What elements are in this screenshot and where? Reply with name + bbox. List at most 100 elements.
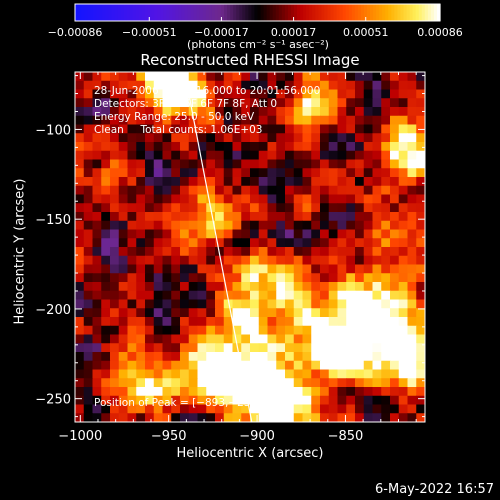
colorbar-segment [123, 4, 128, 21]
y-tick-label: −100 [35, 123, 71, 138]
colorbar-segment [193, 4, 198, 21]
colorbar-segment [272, 4, 277, 21]
colorbar-segment [251, 4, 256, 21]
colorbar-segment [294, 4, 298, 21]
colorbar-segment [275, 4, 280, 21]
colorbar-segment [427, 4, 432, 21]
colorbar-segment [105, 4, 110, 21]
colorbar-segment [278, 4, 283, 21]
colorbar-segment [436, 4, 441, 21]
x-tick-label: −900 [239, 429, 275, 444]
colorbar-segment [78, 4, 82, 21]
x-axis-label: Heliocentric X (arcsec) [176, 446, 324, 461]
colorbar-segment [151, 4, 155, 21]
colorbar-segment [345, 4, 350, 21]
colorbar-segment [187, 4, 192, 21]
colorbar-segment [154, 4, 158, 21]
colorbar-segment [324, 4, 329, 21]
colorbar-segment [132, 4, 137, 21]
y-axis-label: Heliocentric Y (arcsec) [12, 178, 28, 325]
colorbar-segment [221, 4, 225, 21]
colorbar-segment [99, 4, 103, 21]
colorbar-segment [248, 4, 253, 21]
colorbar-segment [421, 4, 426, 21]
colorbar-segment [263, 4, 268, 21]
colorbar-tick-label: 0.00086 [417, 26, 463, 39]
colorbar-segment [424, 4, 429, 21]
colorbar-segment [300, 4, 304, 21]
colorbar-segment [245, 4, 249, 21]
colorbar-segment [199, 4, 204, 21]
colorbar-segment [257, 4, 262, 21]
colorbar-segment [433, 4, 438, 21]
colorbar-segment [129, 4, 134, 21]
colorbar-segment [297, 4, 301, 21]
colorbar-tick-label: 0.00017 [271, 26, 317, 39]
x-tick-label: −850 [328, 429, 364, 444]
colorbar-segment [111, 4, 116, 21]
colorbar-frame [74, 3, 441, 22]
colorbar-segment [81, 4, 85, 21]
footer-date: 6-May-2022 16:57 [375, 482, 494, 497]
colorbar-segment [236, 4, 240, 21]
colorbar-segment [84, 4, 88, 21]
colorbar-segment [306, 4, 310, 21]
colorbar-segment [415, 4, 420, 21]
colorbar-segment [357, 4, 362, 21]
colorbar-segment [400, 4, 405, 21]
colorbar-segment [208, 4, 213, 21]
colorbar-segment [114, 4, 119, 21]
colorbar-segment [75, 4, 79, 21]
colorbar-segment [379, 4, 383, 21]
colorbar-segment [397, 4, 402, 21]
colorbar-segment [196, 4, 201, 21]
colorbar-segment [370, 4, 374, 21]
colorbar-segment [175, 4, 180, 21]
colorbar-segment [385, 4, 389, 21]
colorbar-segment [403, 4, 408, 21]
colorbar-segment [169, 4, 173, 21]
plot-frame [74, 71, 426, 423]
x-tick-label: −1000 [58, 429, 102, 444]
info-line-detectors: Detectors: 3F 4F 5F 6F 7F 8F, Att 0 [94, 98, 278, 110]
y-tick-label: −250 [35, 393, 71, 408]
colorbar-segment [144, 4, 149, 21]
colorbar-segment [409, 4, 414, 21]
info-line-energy: Energy Range: 25.0 - 50.0 keV [94, 111, 255, 123]
colorbar-segment [309, 4, 313, 21]
image-pixels [75, 72, 426, 423]
colorbar-segment [290, 4, 295, 21]
y-tick-label: −150 [35, 213, 71, 228]
colorbar-segment [202, 4, 207, 21]
colorbar-segment [160, 4, 164, 21]
colorbar-segment [90, 4, 94, 21]
colorbar-segment [318, 4, 322, 21]
colorbar-segment [214, 4, 219, 21]
colorbar-segment [394, 4, 399, 21]
solar-limb-line [184, 71, 253, 423]
colorbar-segment [230, 4, 234, 21]
colorbar-segment [342, 4, 347, 21]
colorbar-segment [102, 4, 107, 21]
colorbar-segment [227, 4, 231, 21]
colorbar-tick-label: −0.00051 [122, 26, 177, 39]
colorbar-segment [430, 4, 435, 21]
colorbar-segment [184, 4, 189, 21]
colorbar-segment [367, 4, 371, 21]
colorbar-segment [284, 4, 289, 21]
colorbar-segment [254, 4, 259, 21]
info-line-time: 28-Jun-2006 20:01:16.000 to 20:01:56.000 [94, 85, 321, 97]
colorbar-segment [287, 4, 292, 21]
colorbar-segment [418, 4, 423, 21]
info-line-clean-counts: Clean Total counts: 1.06E+03 [94, 124, 263, 136]
colorbar-segment [211, 4, 216, 21]
colorbar-segment [333, 4, 338, 21]
colorbar-segment [117, 4, 122, 21]
y-tick-label: −200 [35, 303, 71, 318]
colorbar-segment [141, 4, 146, 21]
colorbar-segment [351, 4, 356, 21]
colorbar-segment [315, 4, 319, 21]
colorbar-segment [126, 4, 131, 21]
colorbar-segment [87, 4, 91, 21]
